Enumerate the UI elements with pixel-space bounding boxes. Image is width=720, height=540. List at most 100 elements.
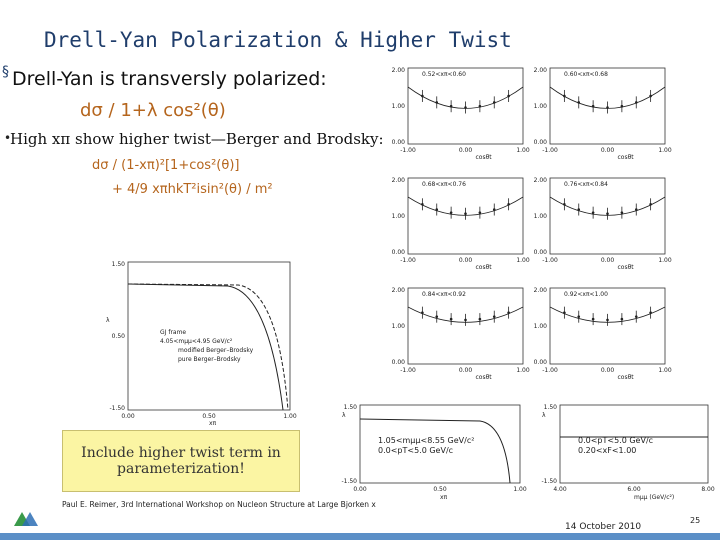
y-axis-label: λ: [106, 317, 110, 324]
x-tick-label: 0.00: [601, 257, 615, 264]
point: [577, 208, 581, 211]
point: [634, 101, 638, 104]
point: [507, 94, 510, 98]
formula: + 4/9 xπhkT²isin²(θ) / m²: [112, 182, 273, 197]
footer-bar: [0, 533, 720, 540]
x-tick-label: 0.00: [601, 367, 615, 374]
legend-text: 1.05<mμμ<8.55 GeV/c²: [378, 436, 474, 445]
point: [649, 94, 652, 98]
point: [634, 208, 638, 211]
point: [507, 203, 510, 206]
y-tick-label: 0.00: [534, 249, 548, 256]
point: [464, 106, 467, 109]
y-tick-label: -1.50: [109, 405, 125, 412]
y-tick-label: 2.00: [392, 287, 406, 294]
point: [577, 315, 581, 318]
legend-text: pure Berger–Brodsky: [178, 356, 241, 363]
y-axis-label: λ: [342, 412, 346, 419]
y-tick-label: 1.00: [534, 213, 548, 220]
x-tick-label: 0.00: [121, 413, 135, 420]
point: [421, 94, 424, 98]
x-axis-label: cosθt: [618, 264, 635, 271]
x-tick-label: 1.00: [516, 257, 530, 264]
x-tick-label: 0.50: [202, 413, 216, 420]
point: [507, 311, 510, 314]
x-tick-label: 4.00: [553, 486, 567, 493]
point: [464, 318, 467, 322]
curve: [359, 418, 511, 484]
point: [421, 203, 424, 206]
plot-frame: [549, 287, 666, 365]
y-tick-label: 1.00: [392, 323, 406, 330]
point: [478, 317, 482, 321]
point: [563, 311, 566, 314]
point: [606, 318, 609, 322]
point: [606, 106, 609, 109]
point: [591, 211, 595, 214]
curve: [127, 283, 284, 411]
point: [421, 311, 424, 314]
x-axis-label: xπ: [440, 494, 448, 501]
y-tick-label: 0.00: [534, 359, 548, 366]
callout: Include higher twist term in parameteriz…: [62, 430, 300, 492]
x-tick-label: -1.00: [542, 257, 558, 264]
formula: dσ / 1+λ cos²(θ): [80, 100, 226, 121]
plot-frame: [549, 67, 666, 145]
x-tick-label: 0.00: [459, 257, 473, 264]
formula: dσ / (1-xπ)²[1+cos²(θ)]: [92, 158, 240, 173]
x-axis-label: cosθt: [618, 374, 635, 381]
y-tick-label: 2.00: [392, 177, 406, 184]
point: [449, 104, 453, 108]
panel-label: 0.76<xπ<0.84: [564, 181, 608, 188]
plot-frame: [407, 67, 524, 145]
point: [620, 104, 624, 108]
panel-label: 0.52<xπ<0.60: [422, 71, 466, 78]
plot-frame: [127, 261, 291, 411]
panel-label: 0.84<xπ<0.92: [422, 291, 466, 298]
y-tick-label: 1.50: [112, 261, 126, 268]
panel-label: 0.92<xπ<1.00: [564, 291, 608, 298]
legend-text: 4.05<mμμ<4.95 GeV/c²: [160, 338, 233, 345]
point: [606, 212, 609, 215]
plot-frame: [407, 177, 524, 255]
point: [577, 101, 581, 104]
citation: Paul E. Reimer, 3rd International Worksh…: [62, 500, 376, 509]
point: [449, 317, 453, 321]
panel-label: 0.60<xπ<0.68: [564, 71, 608, 78]
point: [435, 315, 439, 318]
x-tick-label: 1.00: [658, 147, 672, 154]
y-tick-label: 0.00: [392, 359, 406, 366]
y-tick-label: 1.00: [534, 323, 548, 330]
point: [649, 203, 652, 206]
title: Drell-Yan Polarization & Higher Twist: [44, 28, 512, 52]
x-tick-label: 1.00: [516, 147, 530, 154]
point: [435, 208, 439, 211]
x-tick-label: 1.00: [658, 257, 672, 264]
x-tick-label: -1.00: [542, 367, 558, 374]
point: [649, 311, 652, 314]
x-tick-label: -1.00: [400, 147, 416, 154]
y-tick-label: 1.00: [534, 103, 548, 110]
plot-frame: [359, 404, 521, 484]
x-axis-label: cosθt: [476, 264, 493, 271]
plot-frame: [559, 404, 709, 484]
y-axis-label: λ: [542, 412, 546, 419]
y-tick-label: 0.00: [534, 139, 548, 146]
x-tick-label: -1.00: [400, 367, 416, 374]
point: [620, 211, 624, 214]
bullet: High xπ show higher twist—Berger and Bro…: [10, 130, 384, 148]
bullet-marker: •: [4, 131, 11, 145]
bullet: Drell-Yan is transversly polarized:: [12, 68, 327, 90]
x-axis-label: cosθt: [476, 154, 493, 161]
y-tick-label: 2.00: [534, 177, 548, 184]
x-tick-label: 1.00: [283, 413, 297, 420]
y-tick-label: 2.00: [392, 67, 406, 74]
x-axis-label: cosθt: [476, 374, 493, 381]
x-axis-label: cosθt: [618, 154, 635, 161]
x-tick-label: 0.00: [459, 367, 473, 374]
y-tick-label: 2.00: [534, 67, 548, 74]
y-tick-label: -1.50: [341, 478, 357, 485]
point: [591, 104, 595, 108]
point: [435, 101, 439, 104]
